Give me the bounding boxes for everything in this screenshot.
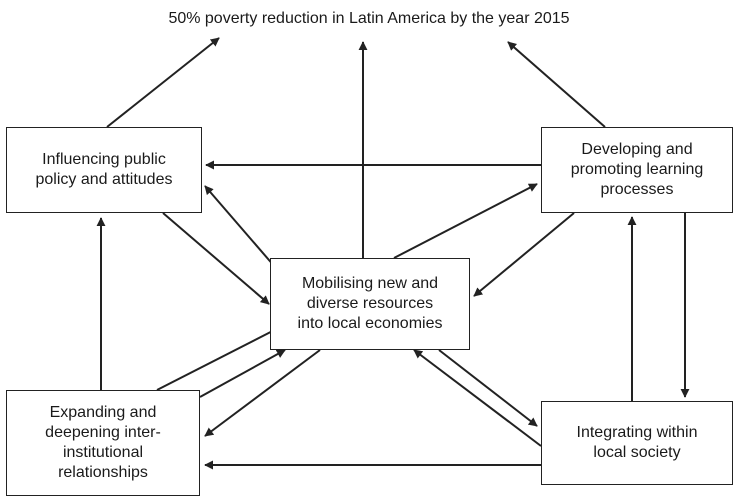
arrow-learning-to-center <box>473 212 575 297</box>
node-mobilising-resources: Mobilising new and diverse resources int… <box>270 258 470 350</box>
node-label: Developing and promoting learning proces… <box>570 141 704 198</box>
node-label: Expanding and deepening inter- instituti… <box>45 404 161 481</box>
node-label: Mobilising new and diverse resources int… <box>297 275 443 332</box>
goal-statement: 50% poverty reduction in Latin America b… <box>168 10 570 27</box>
arrow-center-to-local <box>438 349 538 427</box>
node-label: Integrating within local society <box>576 424 698 461</box>
arrow-policy-to-center <box>162 212 270 305</box>
arrow-inter-to-center-2 <box>199 349 286 398</box>
arrow-policy-to-goal <box>106 37 220 128</box>
edges-layer <box>96 37 690 470</box>
node-integrating-local-society: Integrating within local society <box>541 401 733 485</box>
node-label: Influencing public policy and attitudes <box>35 151 173 188</box>
arrow-learning-to-goal <box>507 41 606 128</box>
arrow-center-to-policy <box>204 185 276 268</box>
arrow-center-to-inter <box>204 349 321 437</box>
arrow-local-to-center <box>413 349 542 447</box>
node-developing-learning-processes: Developing and promoting learning proces… <box>541 127 733 213</box>
arrow-center-to-learning <box>393 183 538 259</box>
node-influencing-public-policy: Influencing public policy and attitudes <box>6 127 202 213</box>
node-inter-institutional-relationships: Expanding and deepening inter- instituti… <box>6 390 200 496</box>
